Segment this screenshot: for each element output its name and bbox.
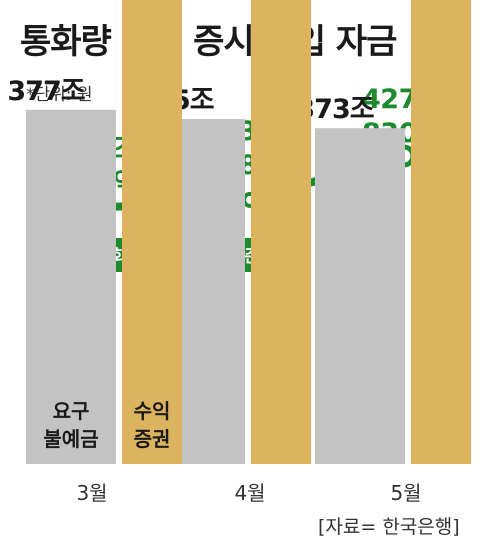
series-name-line: 증권 (134, 427, 171, 451)
demand-deposit-bar (315, 128, 405, 464)
demand-deposit-value-label: 377조 (7, 76, 84, 107)
unit-note: *단위: 원 (26, 85, 93, 105)
bar-layer: 377조375조373조401조406조422조요구불예금수익증권 (7, 0, 471, 465)
month-axis: 3월 4월 5월 (76, 481, 421, 505)
series-name-line: 수익 (134, 399, 171, 423)
income-securities-bar (251, 0, 311, 465)
source-note: [자료= 한국은행] (318, 516, 460, 538)
month-label: 3월 (76, 481, 107, 505)
chart-title: 통화량 대비 증시 유입 자금 (20, 22, 397, 62)
month-label: 5월 (390, 481, 421, 505)
income-securities-bar (411, 0, 471, 465)
series-name-line: 요구 (53, 399, 90, 423)
income-securities-bar (122, 0, 182, 465)
demand-deposit-bar (26, 109, 116, 465)
month-label: 4월 (234, 481, 265, 505)
series-name-line: 불예금 (43, 427, 98, 451)
